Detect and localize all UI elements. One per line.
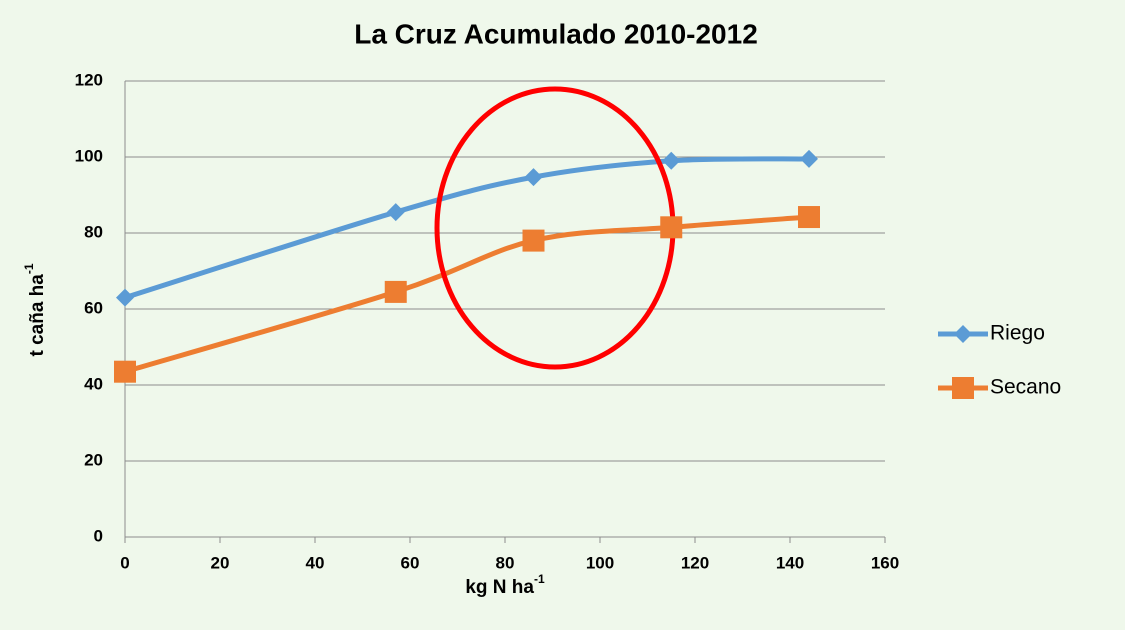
y-tick-label: 80 <box>84 222 103 241</box>
legend-label: Secano <box>990 376 1061 399</box>
x-tick-label: 40 <box>306 553 325 572</box>
data-point <box>524 168 543 187</box>
data-point <box>800 149 818 168</box>
x-tick-label: 60 <box>401 553 420 572</box>
series-line <box>124 156 810 300</box>
y-tick-label: 20 <box>84 450 103 469</box>
data-point <box>660 216 683 239</box>
y-tick-label: 120 <box>75 70 103 89</box>
x-axis-label-sup: -1 <box>534 572 545 586</box>
x-axis-label-text: kg N ha <box>465 577 534 598</box>
x-tick-label: 0 <box>120 553 129 572</box>
data-point <box>798 206 820 229</box>
data-point <box>116 288 134 307</box>
x-tick-label: 80 <box>496 553 515 572</box>
data-point <box>114 360 136 383</box>
y-tick-label: 60 <box>84 298 103 317</box>
chart-title: La Cruz Acumulado 2010-2012 <box>354 18 758 49</box>
x-tick-label: 160 <box>871 553 899 572</box>
y-tick-label: 100 <box>75 146 103 165</box>
x-tick-label: 100 <box>586 553 614 572</box>
x-tick-label: 140 <box>776 553 804 572</box>
y-tick-label: 0 <box>94 526 103 545</box>
x-tick-label: 20 <box>211 553 230 572</box>
y-axis-label-text: t caña ha <box>27 274 48 357</box>
data-point <box>662 151 681 170</box>
data-point <box>384 280 407 303</box>
x-tick-label: 120 <box>681 553 709 572</box>
series-line <box>124 214 810 375</box>
legend-label: Riego <box>990 322 1045 345</box>
legend-marker <box>952 377 974 399</box>
x-axis-label: kg N ha-1 <box>465 572 545 598</box>
y-axis-label-sup: -1 <box>22 263 36 274</box>
legend-marker <box>954 325 972 343</box>
y-tick-label: 40 <box>84 374 103 393</box>
y-axis-label: t caña ha-1 <box>22 263 48 356</box>
data-point <box>386 203 405 222</box>
data-point <box>522 229 545 252</box>
